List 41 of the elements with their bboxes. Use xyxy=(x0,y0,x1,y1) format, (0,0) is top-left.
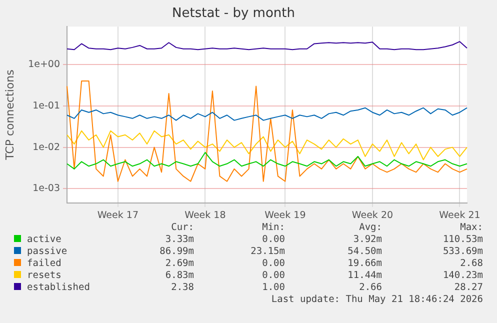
text: 3.92m xyxy=(353,234,382,246)
text: 54.50m xyxy=(348,246,382,258)
x-tick-label: Week 18 xyxy=(184,210,226,222)
legend-label: active xyxy=(26,234,62,246)
text: Min: xyxy=(262,222,285,234)
text: 2.68 xyxy=(460,258,483,270)
text: 6.83m xyxy=(165,270,194,282)
text: Avg: xyxy=(359,222,382,234)
text: 110.53m xyxy=(442,234,483,246)
y-axis-title: TCP connections xyxy=(3,69,16,161)
y-tick-label: 1e-01 xyxy=(32,100,60,112)
text: 19.66m xyxy=(348,258,382,270)
x-tick-label: Week 19 xyxy=(264,210,306,222)
text: 11.44m xyxy=(348,270,382,282)
x-tick-label: Week 17 xyxy=(97,210,138,222)
text: Cur: xyxy=(171,222,194,234)
legend-label: established xyxy=(26,282,90,294)
text: 0.00 xyxy=(262,234,285,246)
text: 2.66 xyxy=(359,282,382,294)
text: 2.69m xyxy=(165,258,194,270)
text: 2.38 xyxy=(171,282,194,294)
text: 23.15m xyxy=(250,246,285,258)
legend-label: resets xyxy=(26,270,62,282)
text: 1.00 xyxy=(262,282,285,294)
text: 86.99m xyxy=(160,246,194,258)
text: 140.23m xyxy=(442,270,483,282)
legend-label: passive xyxy=(26,246,68,258)
legend-label: failed xyxy=(26,258,62,270)
text: 3.33m xyxy=(165,234,194,246)
y-tick-label: 1e-03 xyxy=(32,183,60,194)
chart-title: Netstat - by month xyxy=(172,6,295,22)
text: 533.69m xyxy=(442,246,483,258)
y-tick-label: 1e+00 xyxy=(28,59,60,70)
text: 0.00 xyxy=(262,270,285,282)
y-tick-label: 1e-02 xyxy=(32,142,60,153)
x-tick-label: Week 21 xyxy=(439,210,480,222)
text: 0.00 xyxy=(262,258,285,270)
x-tick-label: Week 20 xyxy=(352,210,394,222)
text: 28.27 xyxy=(454,282,483,294)
text: Max: xyxy=(460,222,483,234)
text: Last update: Thu May 21 18:46:24 2026 xyxy=(271,294,483,306)
